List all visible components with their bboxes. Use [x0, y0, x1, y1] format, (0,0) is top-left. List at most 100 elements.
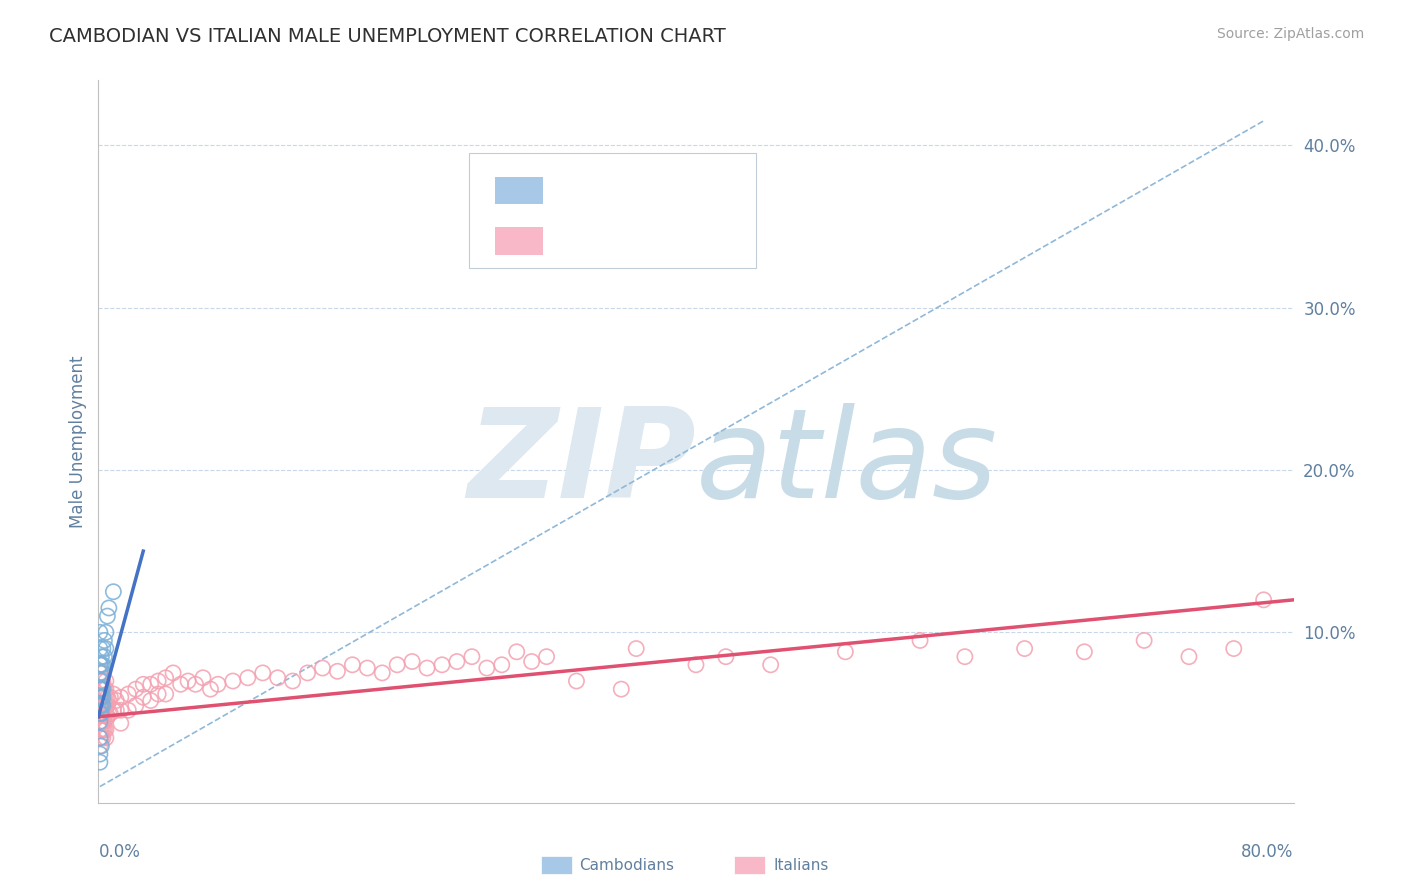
- Point: [252, 665, 274, 680]
- Point: [132, 677, 155, 691]
- Point: [536, 649, 558, 664]
- Point: [117, 703, 139, 717]
- Point: [89, 706, 111, 721]
- Point: [90, 673, 112, 688]
- Point: [91, 714, 114, 729]
- Point: [93, 682, 115, 697]
- Point: [1014, 641, 1036, 656]
- Point: [110, 703, 132, 717]
- Point: [89, 682, 111, 697]
- Point: [91, 731, 114, 745]
- Point: [89, 657, 111, 672]
- Point: [356, 661, 378, 675]
- Point: [91, 723, 114, 737]
- Point: [91, 682, 114, 697]
- Point: [93, 723, 115, 737]
- Point: [267, 671, 290, 685]
- Point: [90, 649, 112, 664]
- Point: [200, 682, 222, 697]
- Point: [91, 665, 114, 680]
- Point: [110, 716, 132, 731]
- Point: [207, 677, 229, 691]
- Point: [98, 706, 122, 721]
- FancyBboxPatch shape: [470, 153, 756, 268]
- Point: [89, 625, 111, 640]
- Point: [96, 698, 118, 713]
- Point: [1133, 633, 1156, 648]
- Point: [342, 657, 364, 672]
- Point: [520, 655, 543, 669]
- Point: [94, 673, 117, 688]
- Point: [401, 655, 423, 669]
- Point: [177, 673, 200, 688]
- Point: [90, 706, 112, 721]
- Point: [93, 698, 115, 713]
- Point: [89, 690, 111, 705]
- Point: [94, 641, 117, 656]
- Point: [97, 693, 120, 707]
- Point: [89, 714, 111, 729]
- Point: [371, 665, 394, 680]
- Point: [155, 687, 177, 701]
- Point: [91, 682, 114, 697]
- Text: N = 99: N = 99: [654, 229, 721, 248]
- Text: ZIP: ZIP: [467, 402, 696, 524]
- Point: [90, 690, 112, 705]
- Point: [105, 693, 128, 707]
- Point: [91, 698, 114, 713]
- Point: [1253, 592, 1275, 607]
- Point: [117, 687, 139, 701]
- Point: [89, 747, 111, 761]
- Point: [430, 657, 453, 672]
- Point: [416, 661, 439, 675]
- Point: [89, 657, 111, 672]
- Point: [125, 698, 148, 713]
- Point: [103, 703, 125, 717]
- Point: [626, 641, 648, 656]
- Point: [311, 661, 333, 675]
- Text: R = 0.574: R = 0.574: [557, 179, 647, 197]
- FancyBboxPatch shape: [495, 227, 543, 254]
- Point: [94, 625, 117, 640]
- Point: [105, 703, 128, 717]
- Point: [89, 641, 111, 656]
- Point: [1178, 649, 1201, 664]
- Point: [326, 665, 349, 679]
- Point: [685, 657, 707, 672]
- Y-axis label: Male Unemployment: Male Unemployment: [69, 355, 87, 528]
- Point: [385, 657, 409, 672]
- Point: [89, 698, 111, 713]
- Point: [91, 641, 114, 656]
- Point: [90, 698, 112, 713]
- Point: [236, 671, 259, 685]
- Point: [89, 723, 111, 737]
- Point: [148, 687, 170, 701]
- Point: [90, 723, 112, 737]
- Text: CAMBODIAN VS ITALIAN MALE UNEMPLOYMENT CORRELATION CHART: CAMBODIAN VS ITALIAN MALE UNEMPLOYMENT C…: [49, 27, 725, 45]
- Point: [89, 690, 111, 705]
- Point: [89, 698, 111, 713]
- Point: [125, 682, 148, 697]
- Text: R = 0.297: R = 0.297: [557, 229, 647, 248]
- Point: [908, 633, 931, 648]
- Point: [90, 698, 112, 713]
- Point: [91, 690, 114, 705]
- Point: [461, 649, 484, 664]
- Point: [169, 677, 191, 691]
- Point: [90, 657, 112, 672]
- Point: [90, 731, 112, 745]
- Point: [94, 723, 117, 737]
- Point: [90, 739, 112, 753]
- Point: [132, 690, 155, 705]
- Point: [281, 673, 304, 688]
- Point: [446, 655, 468, 669]
- Point: [90, 714, 112, 729]
- Point: [97, 706, 120, 721]
- Point: [94, 706, 117, 721]
- Point: [155, 671, 177, 685]
- Point: [610, 682, 633, 697]
- Point: [103, 584, 125, 599]
- Point: [97, 601, 120, 615]
- Text: N = 33: N = 33: [654, 179, 721, 197]
- Point: [222, 673, 245, 688]
